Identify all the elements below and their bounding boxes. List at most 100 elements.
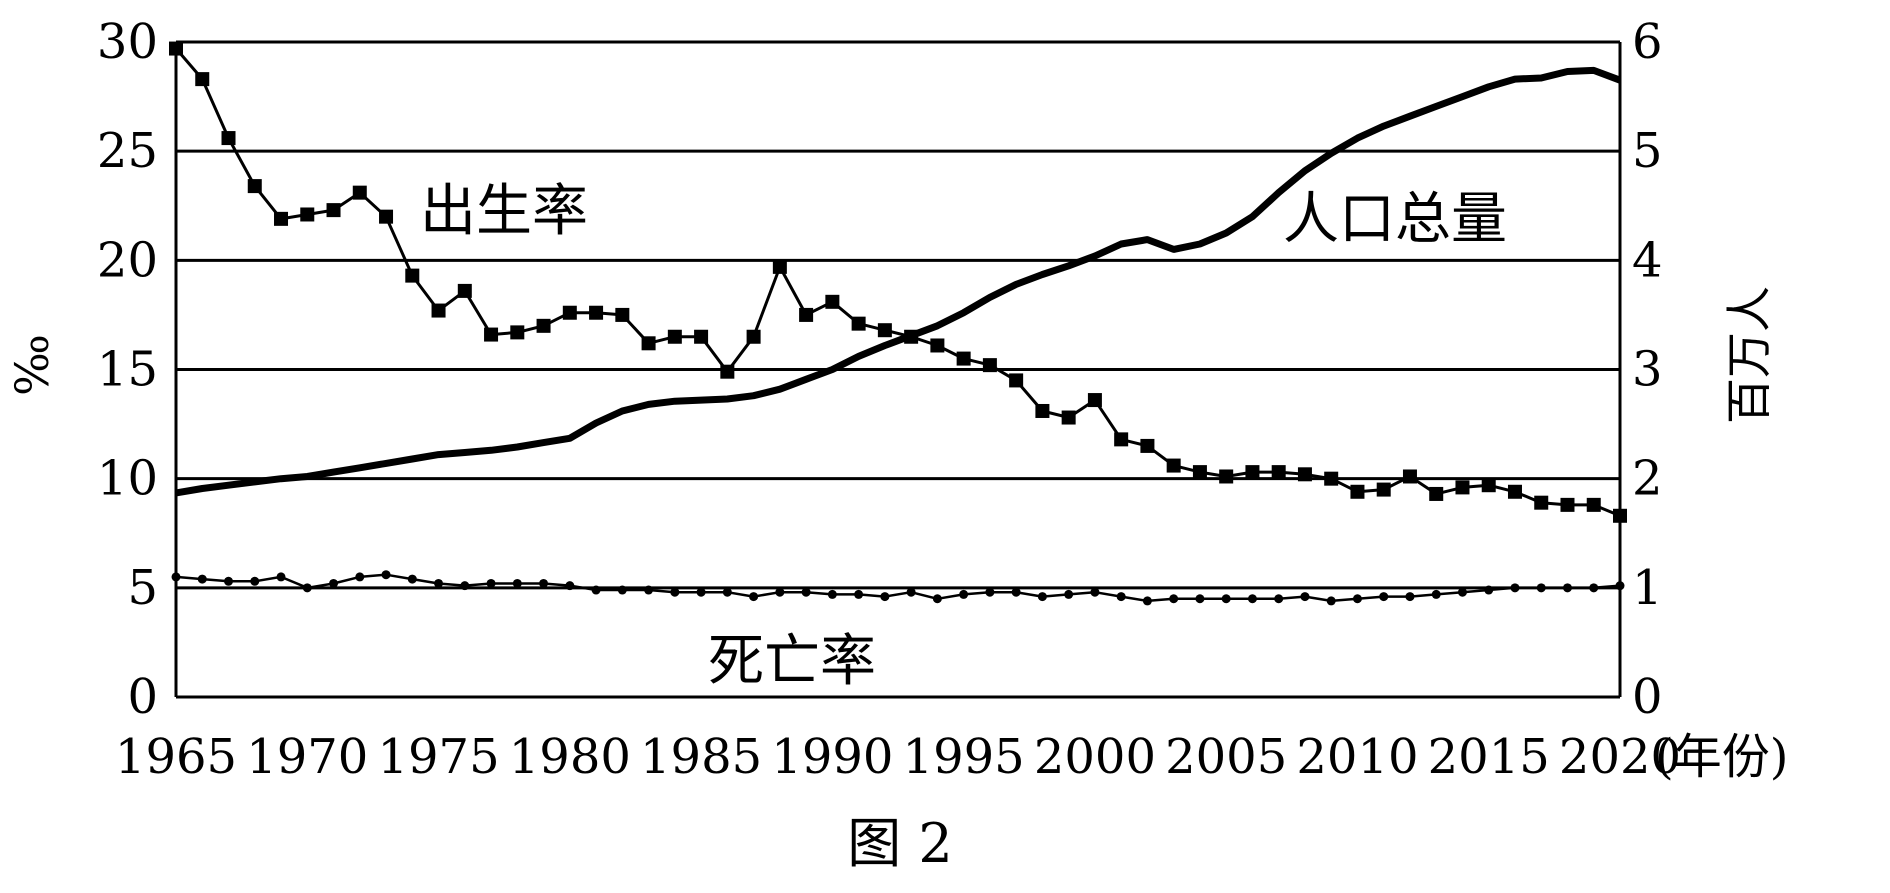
death-rate-point xyxy=(355,572,365,582)
series-label-population: 人口总量 xyxy=(1283,187,1507,252)
left-tick-label: 10 xyxy=(97,451,158,507)
left-axis-title: ‰ xyxy=(5,334,59,396)
death-rate-point xyxy=(1510,583,1520,593)
death-rate-point xyxy=(880,592,890,602)
birth-rate-point xyxy=(1429,486,1444,501)
birth-rate-point xyxy=(457,283,472,298)
series-line xyxy=(175,66,1622,497)
birth-rate-point xyxy=(274,211,289,226)
birth-rate-point xyxy=(1324,471,1339,486)
birth-rate-point xyxy=(1166,458,1181,473)
right-tick-label: 0 xyxy=(1632,669,1663,725)
death-rate-point xyxy=(1064,589,1074,599)
gridlines xyxy=(176,40,1620,590)
x-tick-label: 2005 xyxy=(1165,729,1287,785)
death-rate-point xyxy=(906,587,916,597)
death-rate-point xyxy=(407,574,417,584)
death-rate-point xyxy=(932,594,942,604)
right-tick-label: 3 xyxy=(1632,342,1663,398)
series-group xyxy=(169,41,1627,606)
x-tick-label: 2020 xyxy=(1559,729,1681,785)
birth-rate-point xyxy=(720,364,735,379)
death-rate-point xyxy=(985,587,995,597)
death-rate-point xyxy=(1195,594,1205,604)
left-tick-label: 0 xyxy=(127,669,158,725)
death-rate-point xyxy=(512,578,522,588)
figure-caption: 图 2 xyxy=(847,812,953,875)
right-tick-label: 4 xyxy=(1632,232,1663,288)
birth-rate-point xyxy=(1009,373,1024,388)
birth-rate-point xyxy=(195,72,210,87)
birth-rate-point xyxy=(431,303,446,318)
death-rate-point xyxy=(329,578,339,588)
left-tick-label: 15 xyxy=(97,342,158,398)
death-rate-point xyxy=(1300,592,1310,602)
birth-rate-point xyxy=(641,336,656,351)
death-rate-point xyxy=(617,585,627,595)
death-rate-point xyxy=(644,585,654,595)
birth-rate-point xyxy=(1481,478,1496,493)
death-rate-point xyxy=(722,587,732,597)
birth-rate-point xyxy=(746,329,761,344)
death-rate-point xyxy=(224,576,234,586)
birth-rate-point xyxy=(956,351,971,366)
birth-rate-point xyxy=(667,329,682,344)
death-rate-point xyxy=(381,570,391,580)
right-tick-label: 5 xyxy=(1632,123,1663,179)
death-rate-point xyxy=(1484,585,1494,595)
x-tick-label: 1985 xyxy=(640,729,762,785)
death-rate-point xyxy=(434,578,444,588)
death-rate-point xyxy=(1274,594,1284,604)
right-tick-label: 6 xyxy=(1632,14,1663,70)
death-rate-point xyxy=(1615,581,1625,591)
birth-rate-point xyxy=(1613,508,1627,523)
x-tick-label: 1965 xyxy=(115,729,237,785)
death-rate-point xyxy=(1589,583,1599,593)
left-tick-label: 5 xyxy=(127,560,158,616)
death-rate-point xyxy=(1379,592,1389,602)
death-rate-point xyxy=(801,587,811,597)
birth-rate-point xyxy=(352,185,367,200)
birth-rate-point xyxy=(694,329,709,344)
birth-rate-point xyxy=(1061,410,1076,425)
birth-rate-point xyxy=(1192,465,1207,480)
death-rate-point xyxy=(775,587,785,597)
x-tick-label: 2000 xyxy=(1034,729,1156,785)
death-rate-point xyxy=(302,583,312,593)
death-rate-point xyxy=(1562,583,1572,593)
death-rate-point xyxy=(854,589,864,599)
death-rate-point xyxy=(1457,587,1467,597)
death-rate-point xyxy=(1221,594,1231,604)
death-rate-point xyxy=(749,592,759,602)
birth-rate-point xyxy=(1402,469,1417,484)
birth-rate-point xyxy=(405,268,420,283)
birth-rate-point xyxy=(379,209,394,224)
death-rate-point xyxy=(197,574,207,584)
birth-rate-point xyxy=(799,307,814,322)
birth-rate-point xyxy=(1245,465,1260,480)
x-tick-label: 2010 xyxy=(1296,729,1418,785)
death-rate-point xyxy=(250,576,260,586)
death-rate-point xyxy=(486,578,496,588)
death-rate-point xyxy=(565,581,575,591)
death-rate-point xyxy=(276,572,286,582)
birth-rate-point xyxy=(982,358,997,373)
death-rate-point xyxy=(1116,592,1126,602)
birth-rate-point xyxy=(1297,467,1312,482)
birth-rate-point xyxy=(851,316,866,331)
birth-rate-point xyxy=(1376,482,1391,497)
birth-rate-point xyxy=(1271,465,1286,480)
death-rate-point xyxy=(959,589,969,599)
death-rate-point xyxy=(1011,587,1021,597)
birth-rate-point xyxy=(825,294,840,309)
death-rate-point xyxy=(591,585,601,595)
right-tick-label: 2 xyxy=(1632,451,1663,507)
x-tick-label: 1970 xyxy=(246,729,368,785)
death-rate-point xyxy=(1352,594,1362,604)
death-rate-point xyxy=(1536,583,1546,593)
birth-rate-point xyxy=(300,207,315,222)
birth-rate-point xyxy=(1586,497,1601,512)
right-axis-title: 百万人 xyxy=(1722,286,1776,424)
